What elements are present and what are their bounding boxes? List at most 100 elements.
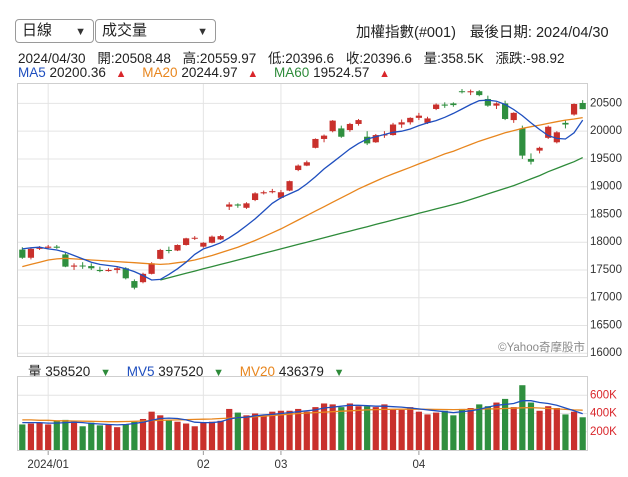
ma20-up-arrow-icon: ▲ [247,68,259,80]
candle-body [88,266,95,269]
period-select[interactable]: 日線 ▼ [15,19,94,43]
volume-bar [338,407,345,450]
indicator-select-value: 成交量 [102,22,148,39]
ohlc-close: 收:20396.6 [345,51,412,66]
volume-bar [19,424,26,450]
volume-bar [364,406,371,450]
volume-bar [157,415,164,450]
mv20-down-arrow-icon: ▼ [333,367,345,379]
volume-tick-label: 600K [590,389,617,401]
volume-bar [27,423,35,450]
volume-bar [260,415,267,450]
ma5-label: MA5 [18,65,46,80]
ma20-line [22,116,583,268]
volume-bar [208,421,216,450]
ma60-value: 19524.57 [313,65,370,80]
volume-bar [165,419,172,450]
volume-bar [545,406,552,450]
candle-body [545,126,552,138]
candle-body [303,162,310,166]
ma5-value: 20200.36 [49,65,106,80]
volume-bar [312,407,319,450]
candle-body [200,242,207,247]
volume-bar [450,415,457,450]
volume-bar [510,407,517,450]
volume-bar [501,398,509,450]
price-tick-label: 17500 [590,264,622,276]
candle-body [510,112,517,121]
volume-bar [114,427,121,450]
volume-y-axis: 600K 400K 200K [590,389,617,438]
candle-body [36,247,43,249]
mv20-value: 436379 [278,364,324,379]
volume-bar [389,408,397,450]
candle-body [424,118,431,123]
candle-body [208,236,216,243]
volume-chart[interactable] [18,377,587,450]
volume-bar [441,410,448,450]
candle-body [527,158,535,162]
volume-bar [286,410,293,450]
price-tick-label: 20000 [590,125,622,137]
ohlc-date: 2024/04/30 [18,51,86,66]
ohlc-info-row: 2024/04/30 開:20508.48 高:20559.97 低:20396… [18,47,573,67]
volume-bar [200,422,207,450]
candle-body [441,104,448,106]
ma60-up-arrow-icon: ▲ [379,68,391,80]
candle-body [45,246,52,248]
volume-bar [381,404,388,450]
volume-bar [519,385,526,450]
volume-bar [484,406,491,450]
volume-bar [234,412,241,450]
vol-value: 358520 [45,364,91,379]
x-tick-label: 2024/01 [27,459,69,471]
volume-bar [424,414,431,450]
volume-bar [320,403,328,450]
ma-legend: MA5 20200.36 ▲ MA20 20244.97 ▲ MA60 1952… [18,65,402,80]
price-chart[interactable]: ©Yahoo奇摩股市 [18,84,587,356]
volume-bar [277,410,285,450]
x-tick-label: 02 [197,459,210,471]
candle-body [174,244,181,251]
volume-bar [562,414,569,450]
candle-body [467,91,474,93]
chevron-down-icon: ▼ [197,26,208,38]
candle-body [312,138,319,148]
candle-body [320,135,328,139]
candle-body [493,103,500,106]
volume-bar [527,402,535,450]
volume-bar [433,412,440,450]
volume-bar [217,420,224,450]
volume-bar [570,411,578,450]
volume-bar [139,418,147,450]
price-y-axis: 20500 20000 19500 19000 18500 18000 17500 17000… [590,97,622,359]
candle-body [131,281,138,288]
candle-body [105,269,112,272]
candle-body [183,238,190,245]
vol-down-arrow-icon: ▼ [100,367,111,379]
ohlc-open: 開:20508.48 [97,51,171,66]
volume-bar [131,421,138,450]
price-chart-panel: ©Yahoo奇摩股市 [17,83,588,357]
volume-bar [243,415,250,450]
candle-body [458,91,466,93]
volume-chart-panel [17,376,588,451]
candle-body [562,122,569,125]
candle-body [19,249,26,258]
ma20-label: MA20 [142,65,178,80]
x-tick-label: 04 [412,459,425,471]
volume-bar [553,408,560,450]
volume-legend: 量 358520 ▼ MV5 397520 ▼ MV20 436379 ▼ [28,360,357,380]
candle-body [79,265,86,267]
candle-body [355,120,362,124]
candle-body [536,147,543,151]
price-tick-label: 18500 [590,208,622,220]
candle-body [62,254,69,267]
indicator-select[interactable]: 成交量 ▼ [95,19,216,43]
volume-bar [183,423,190,450]
volume-bar [62,419,69,450]
volume-tick-label: 200K [590,426,617,438]
volume-bar [251,413,259,450]
volume-bar [458,408,466,450]
candle-body [501,103,509,119]
